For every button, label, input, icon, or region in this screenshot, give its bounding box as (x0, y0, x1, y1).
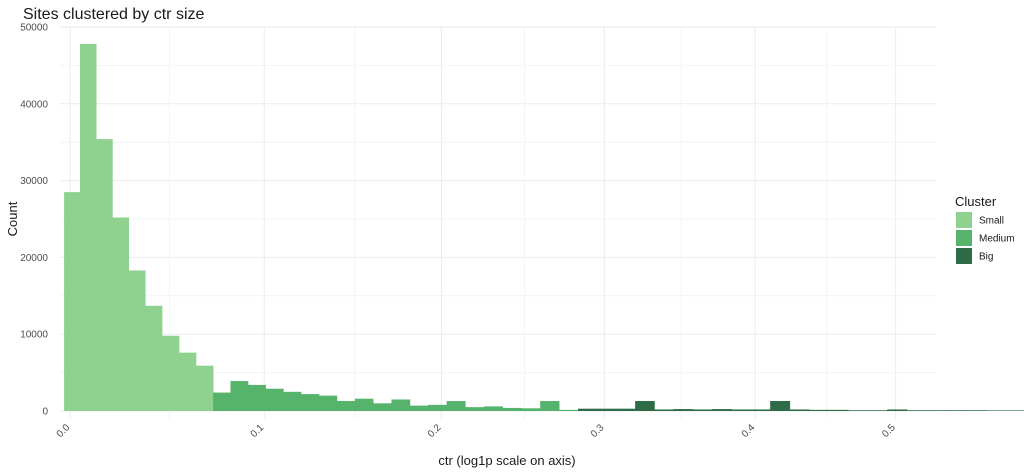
histogram-bar-big (985, 410, 1007, 411)
y-axis-ticks: 0 10000 20000 30000 40000 50000 (20, 23, 48, 418)
histogram-bar-medium (230, 381, 249, 411)
histogram-bar-big (906, 410, 928, 411)
histogram-bar-big (789, 409, 810, 411)
histogram-bar-medium (446, 401, 466, 411)
histogram-bar-big (966, 410, 987, 411)
histogram-bar-small (195, 365, 214, 411)
legend-label-small: Small (979, 216, 1004, 227)
histogram-bar-medium (391, 399, 411, 411)
histogram-bar-big (578, 408, 598, 411)
histogram-bar-small (179, 352, 197, 411)
legend-key-medium (956, 230, 972, 246)
histogram-bar-medium (283, 391, 302, 411)
histogram-bar-medium (354, 398, 374, 411)
histogram-bar-big (731, 409, 752, 411)
histogram-bar-big (926, 410, 947, 411)
legend-label-big: Big (979, 252, 993, 263)
x-tick-label: 0.1 (249, 422, 267, 440)
histogram-bar-medium (559, 409, 579, 411)
x-tick-label: 0.4 (740, 422, 758, 440)
x-tick-label: 0.2 (426, 422, 444, 440)
histogram-bar-medium (318, 395, 338, 411)
chart-title: Sites clustered by ctr size (23, 6, 205, 23)
legend-key-small (956, 212, 972, 228)
histogram-bar-big (809, 409, 830, 411)
histogram-bar-big (654, 409, 674, 411)
histogram-bar-medium (502, 407, 522, 411)
histogram-bar-big (750, 409, 771, 411)
histogram-bar-big (1005, 410, 1024, 411)
histogram-bar-big (867, 410, 888, 411)
histogram-bar-small (79, 43, 97, 412)
histogram-bar-small (96, 139, 113, 412)
x-tick-label: 0.0 (55, 422, 73, 440)
y-tick-label: 40000 (20, 99, 48, 110)
histogram-bar-small (112, 217, 130, 411)
histogram-bar-small (128, 270, 146, 411)
histogram-bar-medium (521, 408, 541, 411)
x-tick-label: 0.5 (880, 422, 898, 440)
x-axis-ticks: 0.0 0.1 0.2 0.3 0.4 0.5 (55, 422, 898, 440)
histogram-bar-medium (265, 388, 284, 411)
histogram-bars (64, 43, 1024, 412)
histogram-bar-big (770, 401, 791, 411)
histogram-bar-big (616, 408, 636, 411)
histogram-bar-big (673, 409, 694, 411)
histogram-bar-medium (300, 394, 320, 411)
histogram-bar-small (145, 305, 163, 411)
legend: Cluster Small Medium Big (955, 194, 1015, 264)
histogram-bar-big (692, 409, 713, 411)
histogram-bar-big (848, 410, 869, 411)
histogram-bar-medium (409, 405, 429, 411)
histogram-bar-medium (428, 404, 448, 411)
histogram-bar-medium (247, 384, 266, 411)
y-axis-title: Count (5, 201, 20, 236)
legend-title: Cluster (955, 194, 997, 209)
histogram-bar-big (828, 409, 849, 411)
y-tick-label: 50000 (20, 23, 48, 34)
x-tick-label: 0.3 (589, 422, 607, 440)
histogram-bar-big (946, 410, 967, 411)
histogram-bar-small (161, 335, 180, 411)
legend-key-big (956, 248, 972, 264)
histogram-bar-medium (336, 401, 356, 411)
y-tick-label: 0 (42, 407, 48, 418)
y-tick-label: 20000 (20, 253, 48, 264)
histogram-bar-medium (213, 392, 231, 411)
histogram-bar-big (635, 401, 655, 411)
histogram-bar-big (712, 409, 732, 411)
histogram-bar-medium (540, 401, 560, 411)
histogram-bar-big (887, 409, 908, 411)
histogram-bar-medium (373, 403, 392, 411)
histogram-bar-small (64, 192, 81, 411)
histogram-bar-medium (465, 407, 485, 411)
x-axis-title: ctr (log1p scale on axis) (438, 453, 575, 468)
y-tick-label: 10000 (20, 330, 48, 341)
histogram-bar-big (596, 408, 617, 411)
histogram-bar-medium (483, 406, 503, 411)
grid-lines (60, 26, 936, 419)
legend-label-medium: Medium (979, 234, 1015, 245)
y-tick-label: 30000 (20, 176, 48, 187)
